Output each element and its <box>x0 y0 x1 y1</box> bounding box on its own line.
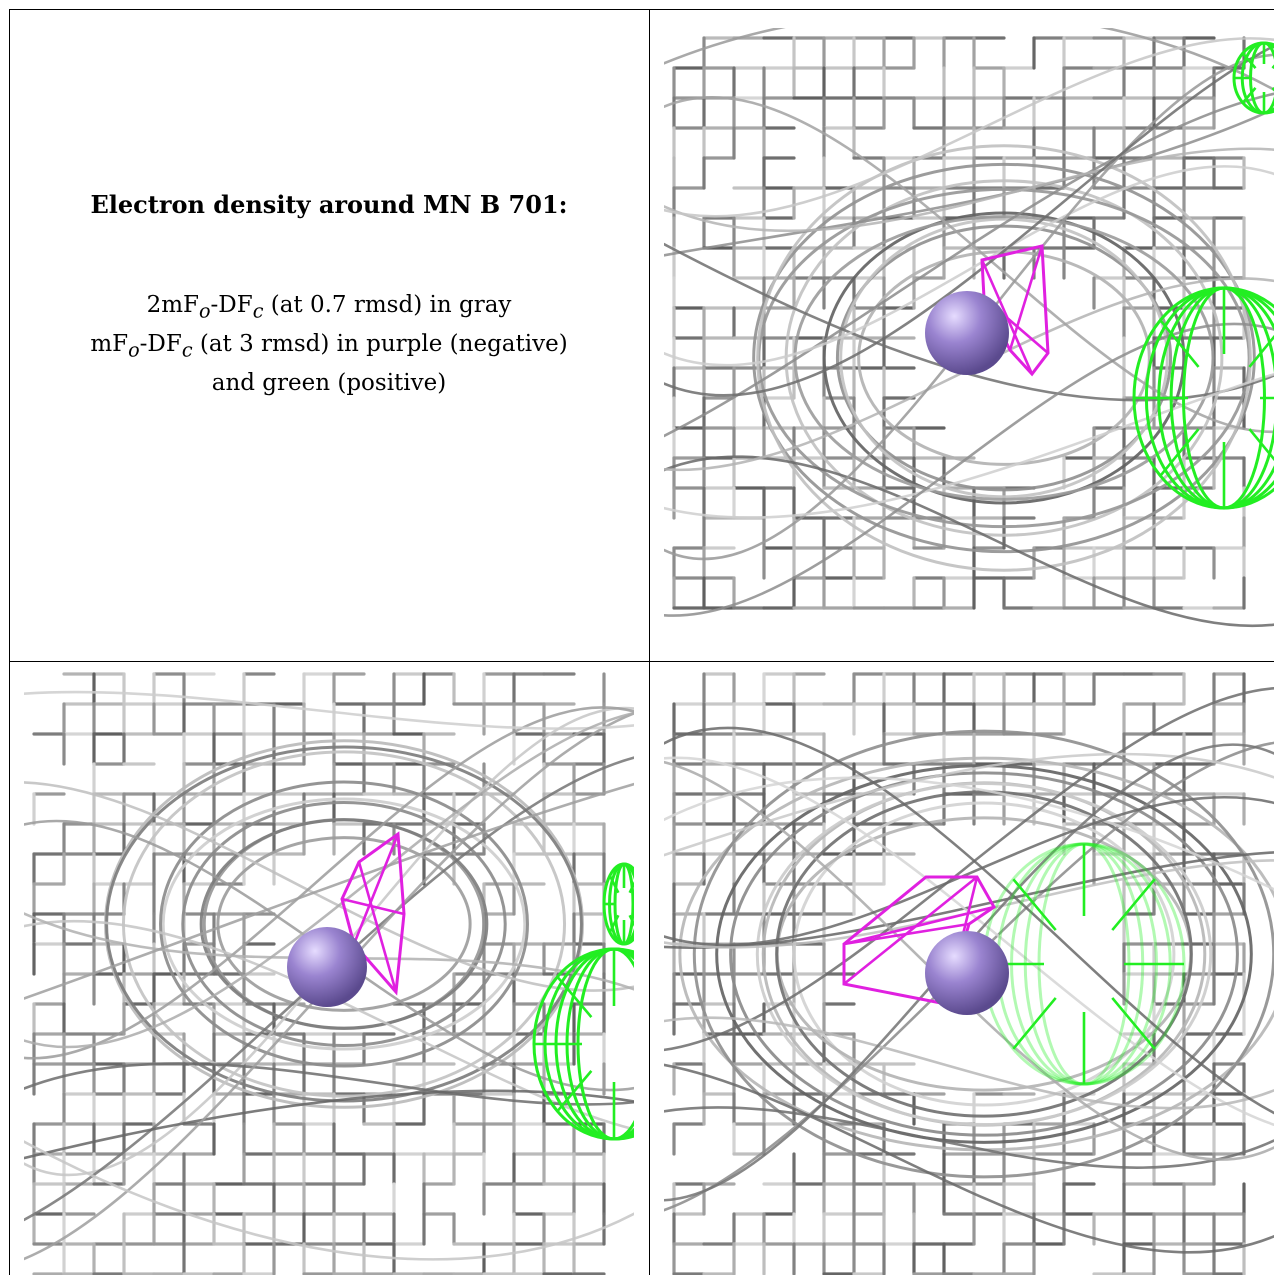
density-view-top-right <box>664 28 1274 634</box>
mesh-curve <box>664 726 1274 1115</box>
table-border-left <box>9 9 10 1275</box>
table-divider-vertical <box>649 9 650 1275</box>
negative-difference-density-strut <box>352 833 400 945</box>
positive-difference-density-strut <box>1241 87 1257 104</box>
positive-difference-density-strut <box>556 975 593 1018</box>
positive-difference-density <box>1240 41 1274 115</box>
mesh-curve <box>664 455 1274 628</box>
mesh-contour <box>159 780 529 1068</box>
mesh-contour <box>775 790 1193 1118</box>
mesh-contour <box>822 211 1186 505</box>
negative-difference-density <box>842 875 996 1006</box>
positive-difference-density <box>1132 286 1274 510</box>
mesh-contour <box>752 162 1256 554</box>
mn-atom-sphere <box>287 927 367 1007</box>
positive-difference-density-strut <box>1111 878 1156 931</box>
mesh-contour <box>199 818 489 1030</box>
table-divider-horizontal <box>9 661 1274 662</box>
positive-difference-density-strut <box>628 914 634 927</box>
positive-difference-density-strut <box>628 881 634 894</box>
caption-line-2fofc: 2mFo-DFc (at 0.7 rmsd) in gray <box>146 292 512 323</box>
mesh-contour <box>121 750 567 1098</box>
mesh-curve <box>664 372 1274 519</box>
caption-line-fofc: mFo-DFc (at 3 rmsd) in purple (negative) <box>90 331 568 362</box>
positive-difference-density-strut <box>1012 878 1057 931</box>
mesh-contour <box>105 745 583 1103</box>
positive-difference-density-strut <box>608 914 620 933</box>
positive-difference-density <box>1249 41 1274 115</box>
mesh-contour <box>216 836 472 1012</box>
mesh-contour <box>678 756 1274 1152</box>
positive-difference-density <box>602 862 634 946</box>
mesh-curve <box>664 107 1274 257</box>
mesh-contour <box>835 224 1173 492</box>
mesh-contour <box>729 771 1239 1137</box>
positive-difference-density-strut <box>1111 997 1156 1050</box>
positive-difference-density <box>1157 286 1274 510</box>
positive-difference-density-strut <box>1248 334 1274 368</box>
mn-atom-sphere <box>925 291 1009 375</box>
positive-difference-density <box>532 947 634 1141</box>
positive-difference-density-strut <box>1012 997 1057 1050</box>
caption-line-colors: and green (positive) <box>211 369 447 396</box>
mesh-curve <box>664 165 1274 367</box>
mesh-curve <box>664 147 1274 232</box>
negative-difference-density-strut <box>357 861 398 993</box>
positive-difference-density-strut <box>1159 428 1200 477</box>
mesh-curve <box>664 37 1274 218</box>
mesh-curve <box>24 706 634 1060</box>
mesh-curve <box>24 690 634 730</box>
mesh-curve <box>24 711 634 1049</box>
density-mesh-bottom-right <box>664 672 1274 1275</box>
mesh-curve <box>664 92 1274 438</box>
density-mesh-bottom-left <box>24 672 634 1275</box>
mesh-curve <box>664 796 1274 947</box>
mesh-contour <box>839 217 1169 499</box>
density-view-bottom-left <box>24 664 634 1275</box>
positive-difference-density-strut <box>1159 319 1200 368</box>
mesh-contour <box>161 797 527 1051</box>
density-view-bottom-right <box>664 664 1274 1275</box>
negative-difference-density-strut <box>1008 245 1044 351</box>
caption-cell: Electron density around MN B 701: 2mFo-D… <box>9 9 649 661</box>
positive-difference-density <box>565 947 634 1141</box>
positive-difference-density-strut <box>556 1070 593 1113</box>
mesh-curve <box>664 1063 1274 1254</box>
positive-difference-density <box>543 947 634 1141</box>
table-border-top <box>9 9 1274 10</box>
positive-difference-density <box>554 947 634 1141</box>
mesh-contour <box>857 250 1151 466</box>
density-mesh-top-right <box>664 28 1274 628</box>
mesh-curve <box>664 44 1274 397</box>
mesh-curve <box>664 687 1274 1052</box>
negative-difference-density-strut <box>843 875 978 986</box>
mesh-curve <box>664 96 1274 434</box>
mesh-curve <box>664 752 1274 857</box>
positive-difference-density <box>1169 286 1274 510</box>
positive-difference-density-strut <box>1248 428 1274 462</box>
mesh-contour <box>793 215 1215 501</box>
caption-title: Electron density around MN B 701: <box>90 190 568 220</box>
negative-difference-density-strut <box>341 897 405 916</box>
mesh-curve <box>24 1140 634 1261</box>
mesh-curve <box>24 781 634 992</box>
mesh-contour <box>792 801 1176 1107</box>
mesh-curve <box>664 1016 1274 1110</box>
mesh-curve <box>24 782 634 1000</box>
positive-difference-density <box>1144 286 1274 510</box>
mesh-curve <box>664 1106 1274 1169</box>
mesh-contour <box>784 179 1224 537</box>
positive-difference-density-strut <box>1241 52 1257 69</box>
positive-difference-density <box>576 947 634 1141</box>
mesh-curve <box>664 776 1274 891</box>
mesh-contour <box>755 782 1213 1126</box>
mesh-contour <box>715 764 1253 1144</box>
mesh-curve <box>664 28 1274 91</box>
positive-difference-density-strut <box>608 875 620 894</box>
positive-difference-density <box>608 862 634 946</box>
positive-difference-density <box>1232 41 1274 115</box>
mesh-contour <box>181 800 507 1048</box>
mn-atom-sphere <box>925 931 1009 1015</box>
